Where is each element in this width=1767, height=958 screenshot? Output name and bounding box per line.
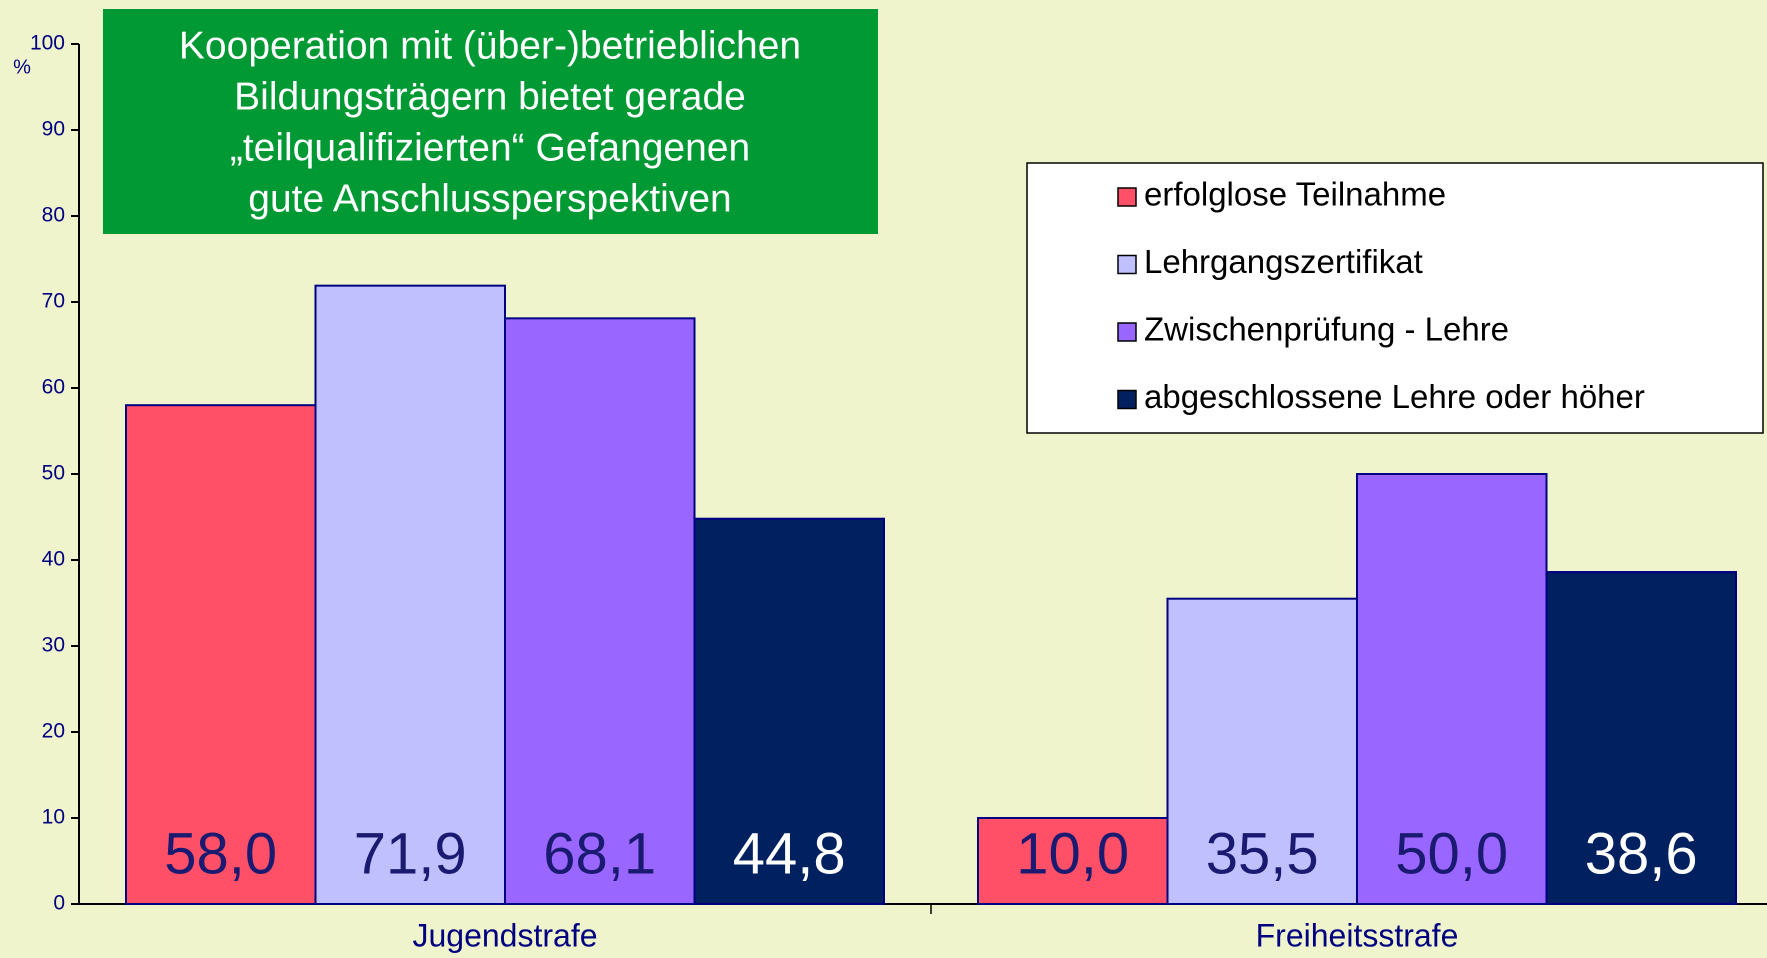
bar [1545,571,1737,905]
value-label: 58,0 [164,821,277,886]
y-axis-label: % [13,56,31,78]
bar [1166,597,1358,905]
legend-label: erfolglose Teilnahme [1144,176,1446,213]
chart-title: gute Anschlussperspektiven [248,177,731,220]
y-tick-label: 30 [42,634,65,657]
x-tick-label: Jugendstrafe [412,917,597,953]
title-box [103,9,878,234]
y-tick-label: 20 [42,720,65,743]
x-tick-label: Freiheitsstrafe [1256,917,1459,953]
legend-swatch [1117,187,1137,207]
bar [504,317,696,905]
y-tick-label: 100 [30,32,65,55]
chart-title: Kooperation mit (über-)betrieblichen [179,24,801,67]
y-tick-label: 10 [42,806,65,829]
y-tick-label: 90 [42,118,65,141]
bar [693,517,885,905]
legend-box [1026,162,1764,434]
value-label: 68,1 [543,821,656,886]
y-tick-label: 40 [42,548,65,571]
value-label: 50,0 [1395,821,1508,886]
y-tick-label: 70 [42,290,65,313]
y-tick-label: 0 [53,892,65,915]
legend-label: Lehrgangszertifikat [1144,243,1423,280]
chart-title: Bildungsträgern bietet gerade [234,75,746,118]
y-tick-label: 50 [42,462,65,485]
legend-swatch [1117,254,1137,275]
legend-swatch [1117,389,1137,410]
bar [314,284,506,906]
bar [977,817,1169,905]
y-tick-label: 80 [42,204,65,227]
y-tick-label: 60 [42,376,65,399]
chart-title: „teilqualifizierten“ Gefangenen [230,126,750,169]
value-label: 35,5 [1206,821,1319,886]
legend-swatch [1117,322,1137,342]
value-label: 38,6 [1585,821,1698,886]
value-label: 44,8 [733,821,846,886]
legend-label: abgeschlossene Lehre oder höher [1144,378,1645,415]
value-label: 71,9 [354,821,467,886]
bar [125,404,317,905]
value-label: 10,0 [1016,821,1129,886]
legend-label: Zwischenprüfung - Lehre [1144,311,1509,348]
